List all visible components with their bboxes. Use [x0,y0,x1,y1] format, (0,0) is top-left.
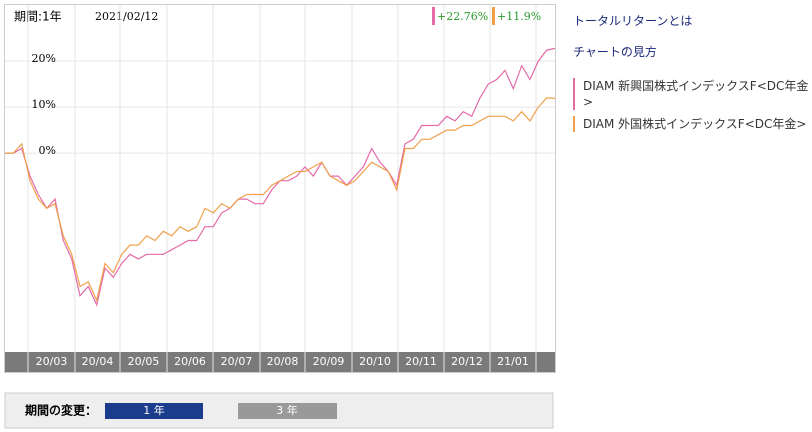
x-tick-label: 20/04 [82,355,114,368]
button-1y[interactable] [105,403,203,419]
x-tick-label: 20/05 [128,355,160,368]
x-tick-label: 20/11 [405,355,437,368]
x-tick-label: 20/10 [359,355,391,368]
y-tick-label: 20% [32,52,56,65]
x-tick-label: 20/06 [174,355,206,368]
x-tick-label: 21/01 [497,355,529,368]
y-tick-label: 0% [39,144,56,157]
x-tick-label: 20/07 [221,355,253,368]
x-axis-band [5,352,555,372]
plot-frame [4,4,556,373]
end-label-marker [492,7,495,25]
chart: 期間:1年 2021/02/12 期間の変更： 1 年 3 年 20/03 20/… [4,4,556,429]
series-line [5,97,556,303]
side-panel: トータルリターンとは チャートの見方 DIAM 新興国株式インデックスF<DC年… [573,12,809,132]
button-3y[interactable] [238,403,337,419]
period-change-label: 期間の変更： [25,403,97,418]
legend: DIAM 新興国株式インデックスF<DC年金> DIAM 外国株式インデックスF<… [573,78,809,132]
x-tick-label: 20/08 [267,355,299,368]
x-tick-label: 20/09 [313,355,345,368]
link[interactable]: トータルリターンとは [573,14,693,28]
legend-entry: DIAM 新興国株式インデックスF<DC年金> [573,78,809,110]
link[interactable]: チャートの見方 [573,45,657,59]
button-1y-label[interactable]: 1 年 [143,403,165,417]
end-label-marker [432,7,435,25]
y-tick-label: 10% [32,98,56,111]
x-tick-label: 20/12 [451,355,483,368]
end-label: +11.9% [497,10,541,23]
button-3y-label[interactable]: 3 年 [276,403,298,417]
period-label: 期間:1年 [14,10,62,24]
date-label: 2021/02/12 [95,10,158,23]
legend-entry: DIAM 外国株式インデックスF<DC年金> [573,116,809,132]
end-label: +22.76% [437,10,488,23]
x-tick-label: 20/03 [36,355,68,368]
